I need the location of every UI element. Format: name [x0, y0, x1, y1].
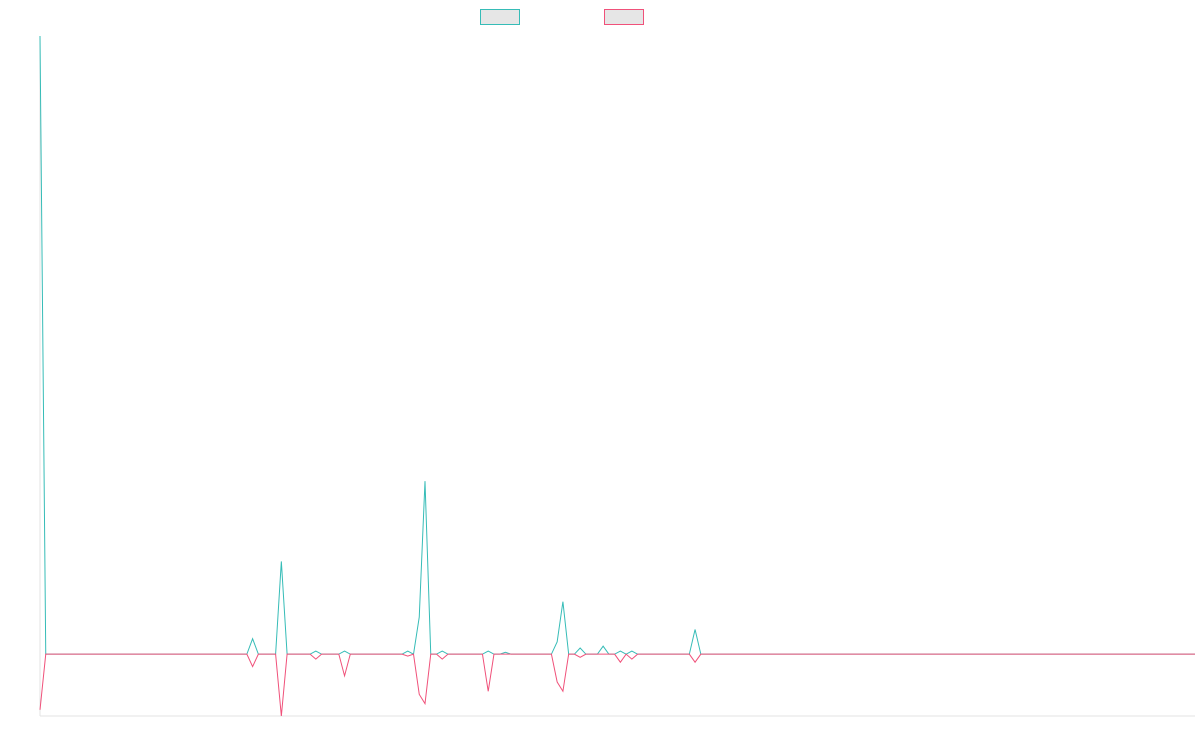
legend-swatch-series-1[interactable]	[480, 9, 520, 25]
series-1-line	[39, 35, 1195, 655]
series-2-line	[39, 653, 1195, 717]
legend-swatch-series-2[interactable]	[604, 9, 644, 25]
